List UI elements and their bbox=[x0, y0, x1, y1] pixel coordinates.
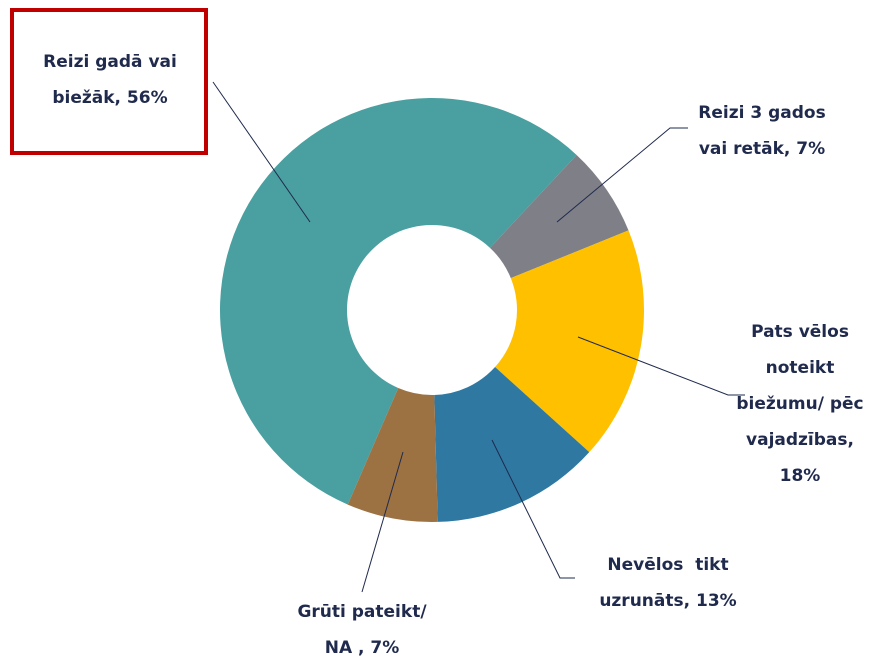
slice-label: Grūti pateikt/ NA , 7% bbox=[297, 602, 427, 658]
highlight-box bbox=[10, 8, 208, 155]
leader-line bbox=[556, 127, 688, 223]
slice bbox=[489, 154, 629, 279]
slice bbox=[495, 230, 644, 453]
slice-label: Reizi 3 gados vai retāk, 7% bbox=[698, 103, 826, 159]
slice bbox=[220, 98, 577, 505]
slice-label: Nevēlos tikt uzrunāts, 13% bbox=[599, 555, 737, 611]
leader-line bbox=[361, 451, 404, 593]
leader-line bbox=[577, 336, 745, 396]
slice-label: Reizi gadā vai biežāk, 56% bbox=[43, 52, 177, 108]
leader-line bbox=[491, 439, 575, 579]
leader-line bbox=[212, 81, 311, 223]
slice-label: Pats vēlos noteikt biežumu/ pēc vajadzīb… bbox=[736, 322, 864, 486]
slice bbox=[347, 388, 438, 522]
slice bbox=[434, 367, 590, 522]
